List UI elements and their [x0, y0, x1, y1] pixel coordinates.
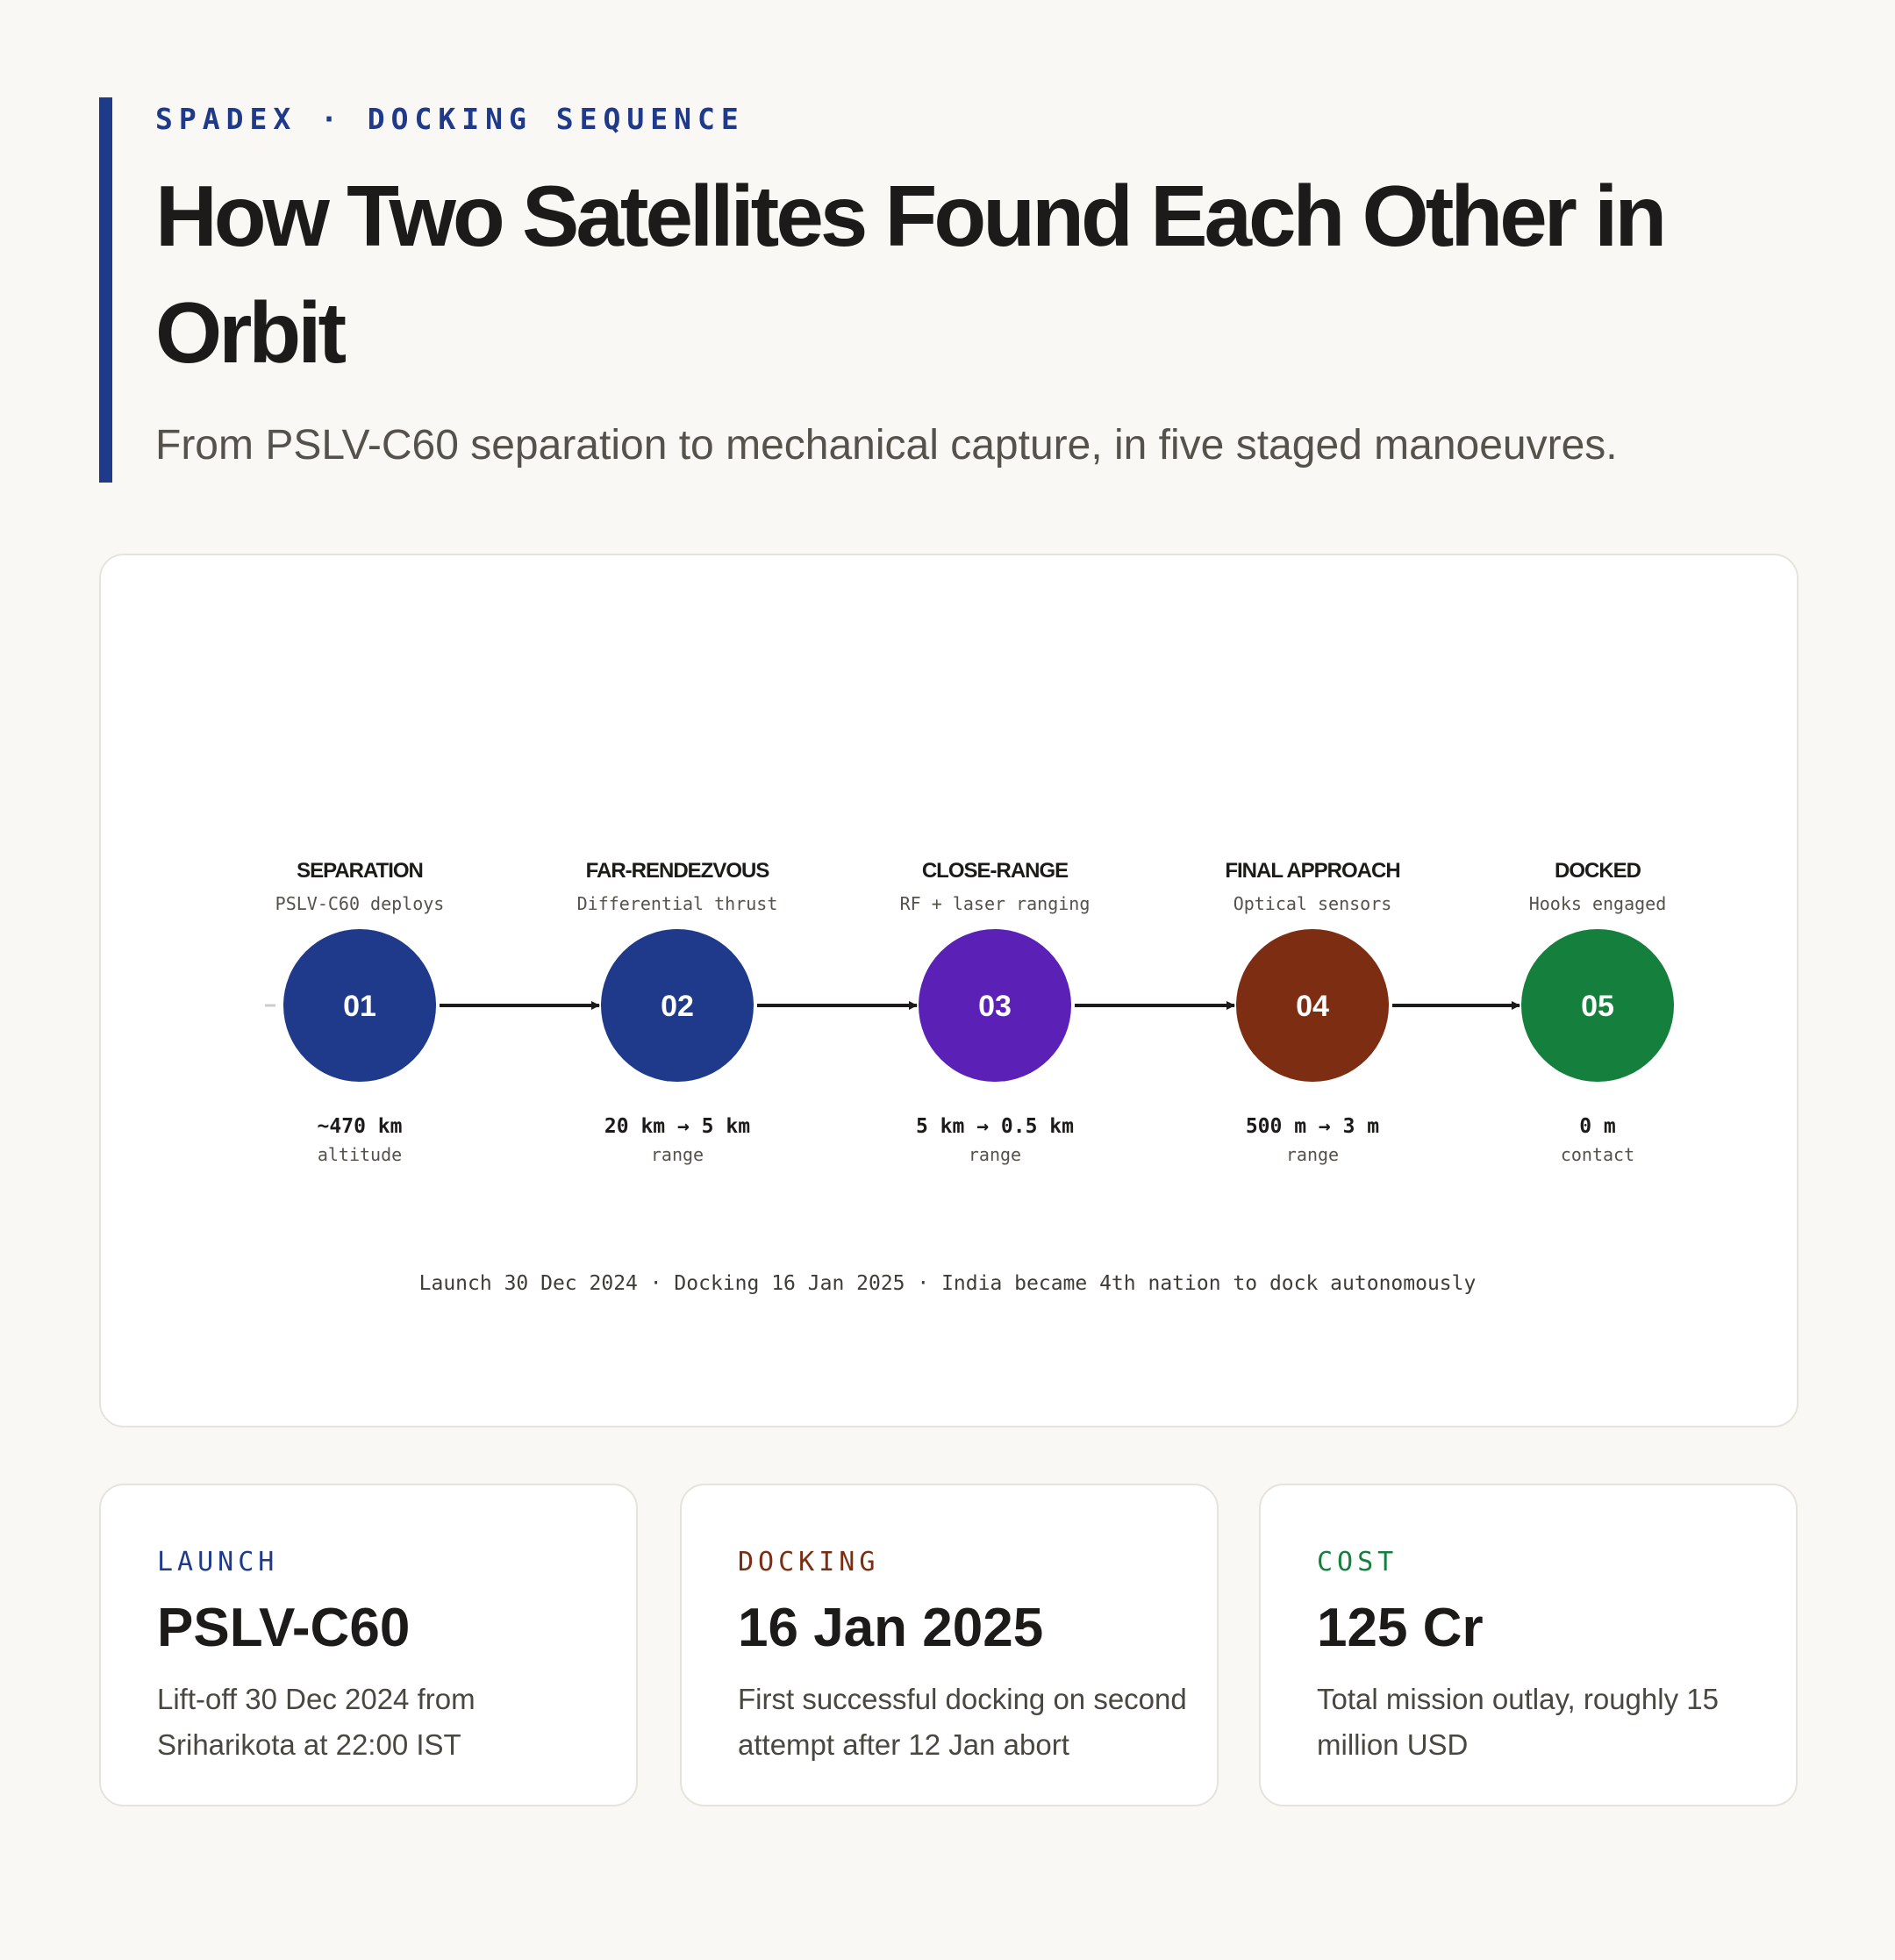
title: How Two Satellites Found Each Other in O…: [155, 168, 1667, 381]
stat-card: LAUNCH PSLV-C60 Lift-off 30 Dec 2024 from …: [99, 1484, 638, 1806]
step-detail: PSLV-C60 deploys: [275, 893, 445, 914]
card-value: 125 Cr: [1317, 1598, 1484, 1658]
step-detail: Differential thrust: [577, 893, 778, 914]
step-circle: [919, 929, 1071, 1082]
step-metric-label: range: [1286, 1144, 1339, 1165]
card-text: Total mission outlay, roughly 15 million…: [1317, 1683, 1719, 1761]
step-detail: RF + laser ranging: [900, 893, 1091, 914]
step-metric-label: range: [969, 1144, 1021, 1165]
card-label: DOCKING: [738, 1547, 880, 1577]
footnote: Launch 30 Dec 2024 · Docking 16 Jan 2025…: [419, 1272, 1477, 1295]
stat-card: COST 125 Cr Total mission outlay, roughly …: [1259, 1484, 1798, 1806]
subtitle: From PSLV-C60 separation to mechanical c…: [155, 422, 1618, 469]
step-metric: 20 km → 5 km: [604, 1115, 750, 1138]
step-metric: 5 km → 0.5 km: [916, 1115, 1074, 1138]
step-label: FINAL APPROACH: [1225, 859, 1399, 883]
step-number: 02: [661, 990, 694, 1023]
card-text: Lift-off 30 Dec 2024 from Sriharikota at…: [157, 1683, 476, 1761]
step-metric-label: contact: [1561, 1144, 1634, 1165]
card-text: First successful docking on second attem…: [738, 1683, 1187, 1761]
step-metric: 500 m → 3 m: [1246, 1115, 1379, 1138]
step-metric: 0 m: [1579, 1115, 1616, 1138]
step-label: SEPARATION: [297, 859, 423, 883]
step-circle: [1521, 929, 1674, 1082]
step-circle: [601, 929, 754, 1082]
step-circle: [1236, 929, 1389, 1082]
docking-diagram: 01 SEPARATION PSLV-C60 deploys ~470 km altit…: [265, 859, 1674, 1295]
accent-bar: [99, 97, 112, 483]
step-metric-label: altitude: [318, 1144, 402, 1165]
card-value: 16 Jan 2025: [738, 1598, 1044, 1658]
step-number: 03: [978, 990, 1012, 1023]
card-value: PSLV-C60: [157, 1598, 411, 1658]
step-number: 01: [343, 990, 376, 1023]
step-metric: ~470 km: [318, 1115, 403, 1138]
step-detail: Optical sensors: [1234, 893, 1392, 914]
step-number: 05: [1581, 990, 1614, 1023]
card-label: LAUNCH: [157, 1547, 279, 1577]
step-label: FAR-RENDEZVOUS: [586, 859, 770, 883]
card-label: COST: [1317, 1547, 1398, 1577]
step-label: DOCKED: [1555, 859, 1641, 883]
step-metric-label: range: [651, 1144, 704, 1165]
eyebrow: SPADEX · DOCKING SEQUENCE: [155, 102, 745, 136]
step-circle: [283, 929, 436, 1082]
step-number: 04: [1296, 990, 1329, 1023]
stat-card: DOCKING 16 Jan 2025 First successful docki…: [680, 1484, 1219, 1806]
step-detail: Hooks engaged: [1529, 893, 1667, 914]
step-label: CLOSE-RANGE: [922, 859, 1069, 883]
